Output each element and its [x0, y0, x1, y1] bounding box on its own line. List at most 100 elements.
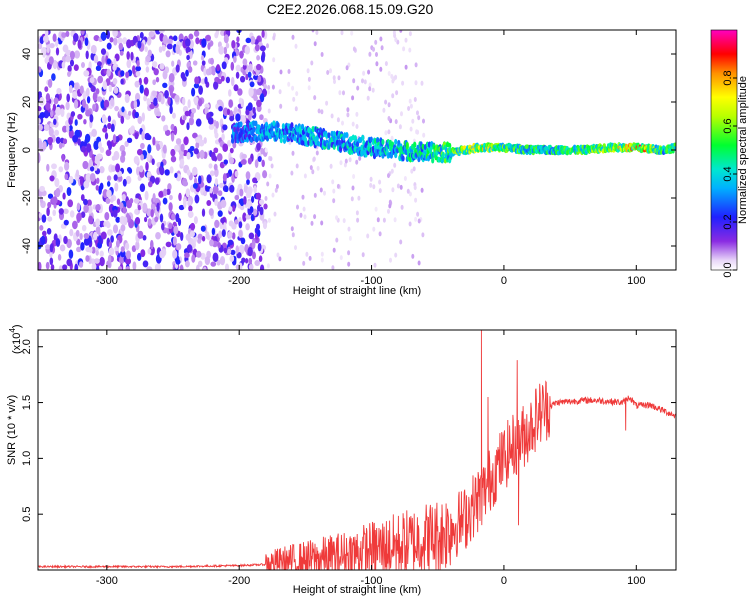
noise-blob: [140, 249, 146, 258]
noise-blob: [274, 187, 278, 193]
noise-blob: [273, 211, 277, 217]
chart-title: C2E2.2026.068.15.09.G20: [267, 1, 434, 17]
noise-blob: [69, 210, 75, 218]
noise-blob: [112, 134, 117, 144]
noise-blob: [117, 37, 123, 45]
noise-blob: [49, 42, 55, 49]
noise-blob: [62, 125, 68, 133]
noise-blob: [216, 99, 223, 106]
noise-blob: [148, 31, 155, 38]
noise-blob: [248, 264, 254, 270]
signal-cell: [355, 141, 360, 148]
noise-blob: [245, 223, 250, 231]
noise-blob: [85, 255, 90, 262]
signal-cell: [290, 122, 294, 129]
noise-blob: [57, 254, 62, 261]
noise-blob: [408, 221, 412, 227]
noise-blob: [366, 233, 370, 239]
noise-blob: [83, 118, 87, 125]
noise-blob: [114, 105, 119, 112]
noise-blob: [79, 85, 84, 95]
noise-blob: [121, 194, 126, 201]
noise-blob: [230, 61, 235, 71]
x-tick-label: -300: [96, 575, 118, 587]
noise-blob: [154, 263, 160, 270]
noise-blob: [417, 260, 421, 266]
noise-blob: [368, 86, 372, 92]
noise-blob: [205, 231, 210, 240]
noise-blob: [387, 173, 390, 179]
noise-blob: [72, 91, 78, 99]
noise-blob: [186, 169, 191, 176]
noise-blob: [118, 256, 125, 265]
noise-blob: [193, 96, 199, 104]
noise-blob: [342, 218, 346, 224]
colorbar-tick-label: 0.6: [722, 118, 734, 133]
colorbar-tick-label: 0.0: [722, 262, 734, 277]
noise-blob: [131, 245, 137, 253]
noise-blob: [217, 210, 223, 217]
noise-blob: [155, 231, 161, 240]
noise-blob: [316, 165, 320, 171]
noise-blob: [39, 112, 46, 119]
noise-blob: [109, 37, 114, 43]
noise-blob: [387, 129, 391, 135]
noise-blob: [193, 216, 198, 225]
y-tick-label: 1.0: [21, 451, 33, 466]
signal-cell: [401, 155, 405, 162]
noise-blob: [67, 71, 71, 77]
noise-blob: [228, 89, 232, 97]
noise-blob: [120, 224, 126, 232]
noise-blob: [98, 235, 102, 245]
noise-blob: [112, 64, 117, 71]
noise-blob: [136, 60, 140, 67]
noise-blob: [125, 71, 130, 78]
noise-blob: [224, 186, 229, 193]
noise-blob: [82, 160, 89, 170]
noise-blob: [146, 134, 152, 141]
noise-blob: [51, 73, 56, 81]
noise-blob: [402, 46, 406, 52]
noise-blob: [172, 236, 177, 246]
noise-blob: [373, 262, 377, 268]
signal-cell: [345, 132, 349, 138]
noise-blob: [118, 42, 124, 51]
noise-blob: [345, 65, 349, 71]
noise-blob: [50, 264, 55, 270]
noise-blob: [197, 238, 202, 244]
noise-blob: [208, 163, 213, 169]
signal-cell: [282, 137, 287, 144]
noise-blob: [89, 166, 95, 172]
noise-blob: [227, 239, 234, 246]
noise-blob: [77, 138, 81, 146]
noise-blob: [146, 266, 153, 270]
signal-cell: [281, 123, 285, 130]
noise-blob: [194, 194, 200, 204]
signal-cell: [279, 137, 283, 144]
noise-blob: [200, 252, 206, 260]
noise-blob: [223, 34, 229, 44]
noise-blob: [65, 55, 71, 63]
noise-blob: [41, 46, 47, 56]
noise-blob: [203, 67, 207, 77]
noise-blob: [193, 82, 200, 89]
noise-blob: [134, 80, 140, 88]
noise-blob: [220, 217, 226, 224]
noise-blob: [188, 117, 195, 126]
noise-blob: [352, 174, 356, 179]
noise-blob: [245, 109, 250, 116]
noise-blob: [49, 257, 54, 266]
noise-blob: [106, 58, 112, 65]
noise-blob: [414, 62, 418, 68]
noise-blob: [376, 217, 380, 223]
noise-blob: [72, 220, 78, 230]
noise-blob: [115, 239, 120, 248]
noise-blob: [42, 230, 47, 237]
noise-blob: [61, 154, 65, 162]
noise-blob: [242, 64, 247, 70]
noise-blob: [356, 85, 360, 91]
noise-blob: [73, 33, 79, 42]
noise-blob: [391, 187, 395, 193]
noise-blob: [52, 33, 57, 42]
noise-blob: [229, 255, 235, 263]
